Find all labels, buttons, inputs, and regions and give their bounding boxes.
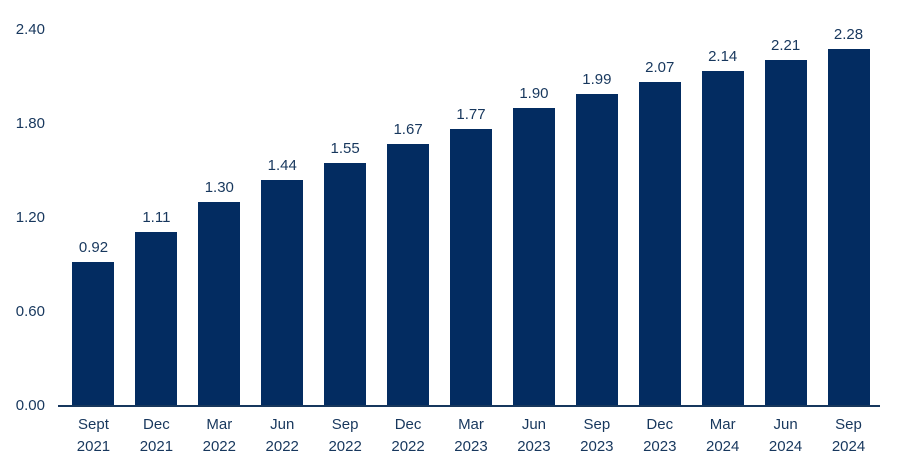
bar-value-label: 1.30 xyxy=(204,179,234,196)
bar-column: 2.28 xyxy=(817,0,880,406)
bar-column: 1.11 xyxy=(125,0,188,406)
bar xyxy=(575,94,618,406)
bar-column: 1.44 xyxy=(251,0,314,406)
bar xyxy=(198,202,241,406)
bar xyxy=(512,108,555,406)
x-axis-label: Mar 2023 xyxy=(454,416,488,455)
x-axis-label: Mar 2024 xyxy=(705,416,740,455)
bar-value-label: 1.99 xyxy=(582,71,612,88)
bar-value-label: 0.92 xyxy=(78,239,109,256)
y-axis-tick-label: 2.40 xyxy=(15,21,45,38)
bar xyxy=(638,82,681,406)
bar-column: 1.77 xyxy=(440,0,503,406)
bar xyxy=(701,71,744,406)
y-axis-tick-label: 0.60 xyxy=(15,303,45,320)
bar-column: 1.30 xyxy=(188,0,251,406)
bar-value-label: 1.67 xyxy=(393,121,423,138)
bar-value-label: 1.90 xyxy=(519,85,549,102)
bar-column: 1.90 xyxy=(502,0,565,406)
x-axis-label: Mar 2022 xyxy=(202,416,236,455)
x-axis-label: Jun 2024 xyxy=(768,416,803,455)
x-axis-label: Sep 2023 xyxy=(580,416,614,455)
bar-column: 1.99 xyxy=(565,0,628,406)
x-axis-label: Dec 2023 xyxy=(643,416,677,455)
x-axis-line xyxy=(58,405,880,407)
x-axis-label: Sep 2022 xyxy=(328,416,362,455)
bar-value-label: 2.14 xyxy=(708,48,738,65)
bar-column: 2.07 xyxy=(628,0,691,406)
bar xyxy=(72,262,115,406)
y-axis-tick-label: 0.00 xyxy=(15,397,45,414)
bar xyxy=(764,60,807,406)
x-axis-label: Dec 2022 xyxy=(391,416,425,455)
bar-column: 2.14 xyxy=(691,0,754,406)
bar xyxy=(827,49,870,406)
x-axis-label: Jun 2022 xyxy=(265,416,299,455)
bar-value-label: 2.21 xyxy=(771,37,801,54)
y-axis-tick-label: 1.80 xyxy=(15,115,45,132)
bar-value-label: 2.28 xyxy=(833,26,864,43)
bar-value-label: 1.55 xyxy=(330,140,360,157)
x-axis-label: Jun 2023 xyxy=(517,416,551,455)
bar-value-label: 1.44 xyxy=(267,157,297,174)
bar-value-label: 1.11 xyxy=(142,209,171,226)
bar-column: 0.92 xyxy=(62,0,125,406)
bar-column: 1.67 xyxy=(377,0,440,406)
x-axis: Sept 2021 Dec 2021 Mar 2022 Jun 2022 Sep 202… xyxy=(62,414,880,458)
plot-area: 0.92 1.11 1.30 1.44 1.55 1.67 1.77 1.90 1.99 2.07… xyxy=(62,0,880,406)
x-axis-label: Sep 2024 xyxy=(831,416,866,455)
bar-column: 1.55 xyxy=(314,0,377,406)
y-axis-tick-label: 1.20 xyxy=(15,209,45,226)
bar xyxy=(261,180,304,406)
bar-value-label: 1.77 xyxy=(456,106,486,123)
x-axis-label: Dec 2021 xyxy=(139,416,174,455)
bar xyxy=(135,232,178,406)
bar-value-label: 2.07 xyxy=(645,59,675,76)
bar xyxy=(449,129,492,406)
bar xyxy=(324,163,367,406)
bar xyxy=(387,144,430,406)
bars-container: 0.92 1.11 1.30 1.44 1.55 1.67 1.77 1.90 1.99 2.07… xyxy=(62,0,880,406)
bar-column: 2.21 xyxy=(754,0,817,406)
x-axis-label: Sept 2021 xyxy=(76,416,111,455)
